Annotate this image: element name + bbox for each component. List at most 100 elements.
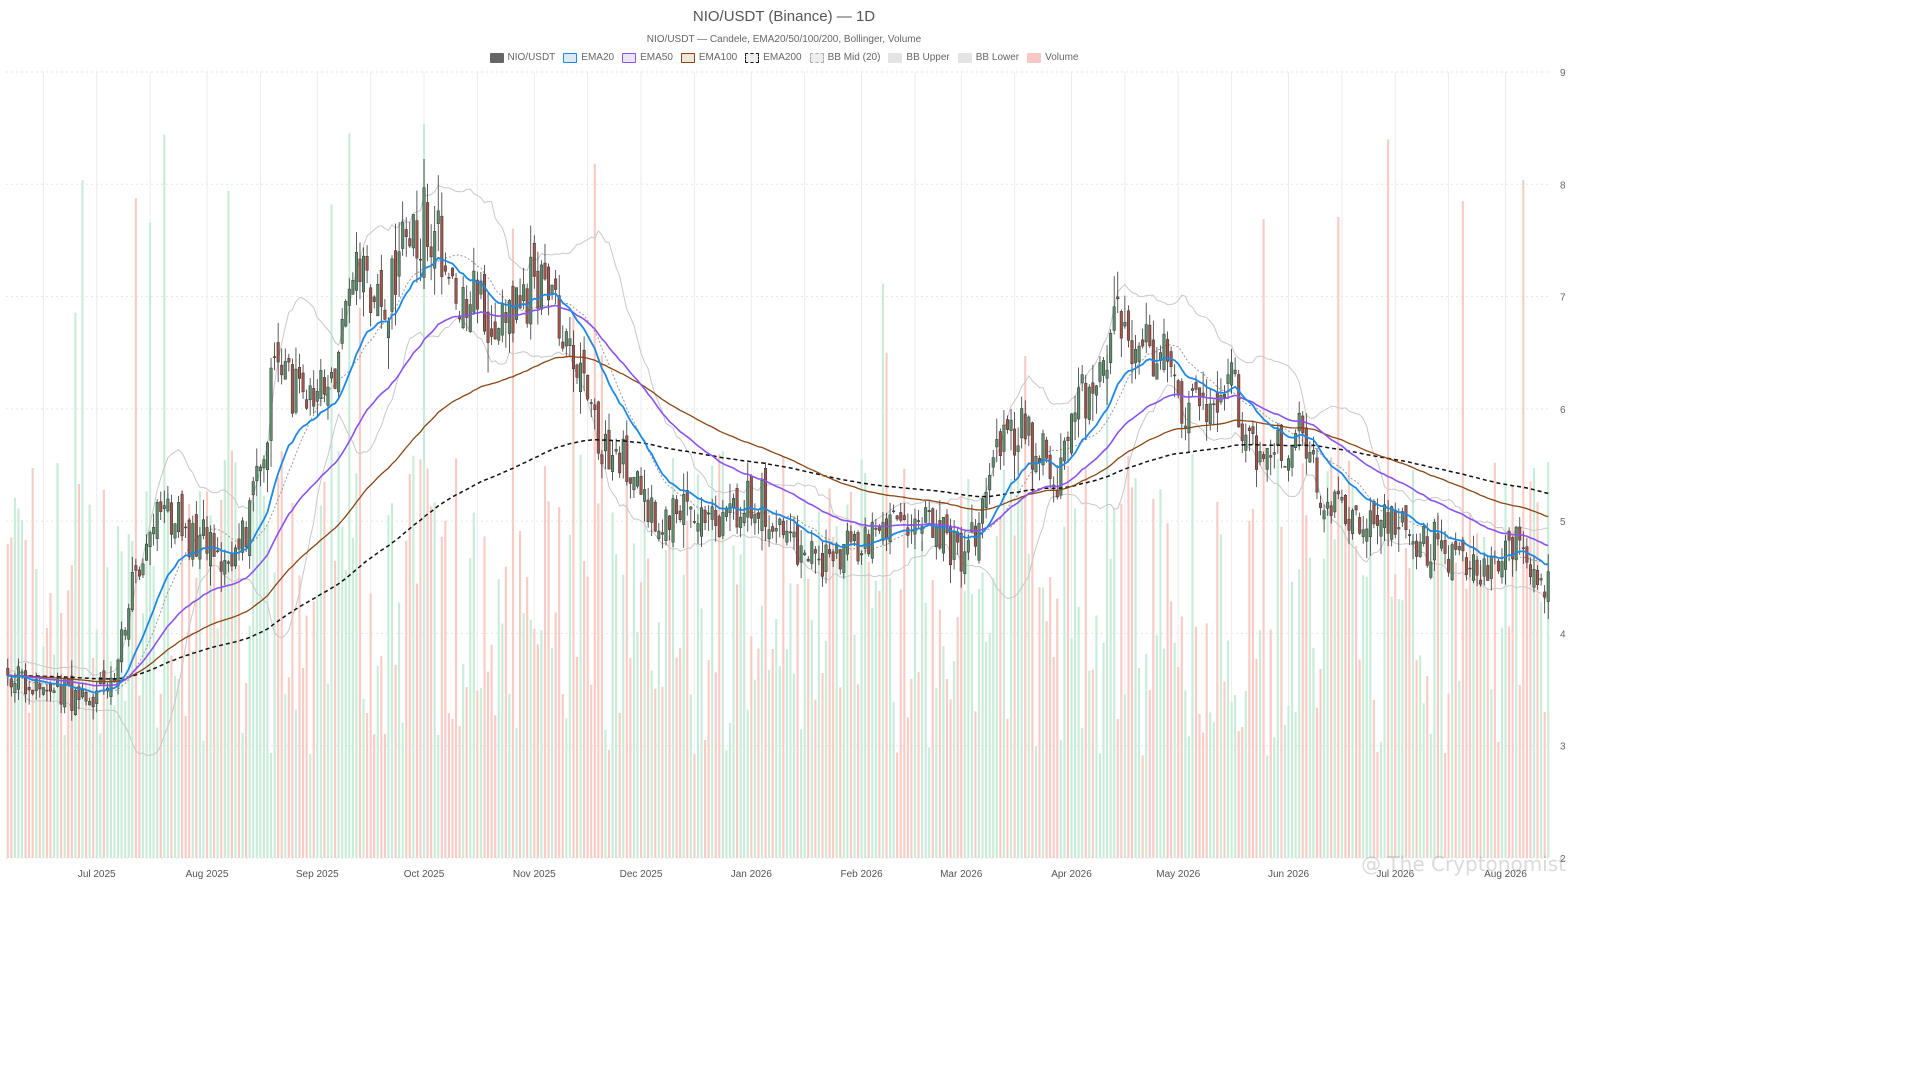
candle-body: [201, 519, 205, 536]
candle-body: [1180, 381, 1184, 424]
volume-bar: [1013, 535, 1016, 858]
legend-item-bb-upper[interactable]: BB Upper: [888, 52, 950, 63]
candle-body: [1173, 374, 1177, 377]
legend-item-nio-usdt[interactable]: NIO/USDT: [489, 52, 556, 63]
candle-body: [639, 475, 643, 495]
candle-body: [390, 258, 394, 312]
volume-bar: [871, 607, 874, 858]
candle-body: [1105, 369, 1109, 379]
candle-body: [155, 502, 159, 539]
candle-body: [1134, 349, 1138, 364]
volume-bar: [693, 753, 696, 858]
volume-bar: [1052, 656, 1055, 858]
volume-bar: [921, 540, 924, 858]
legend-label: NIO/USDT: [507, 52, 556, 63]
legend-item-ema200[interactable]: EMA200: [745, 52, 802, 63]
volume-bar: [177, 679, 180, 858]
volume-bar: [1383, 522, 1386, 858]
volume-bar: [1209, 712, 1212, 858]
volume-bar: [1066, 465, 1070, 858]
candle-body: [1208, 403, 1212, 424]
x-tick-label: May 2026: [1156, 869, 1200, 880]
volume-bar: [1162, 648, 1166, 858]
candle-body: [1379, 519, 1383, 537]
volume-bar: [156, 727, 159, 858]
volume-bar: [1440, 528, 1443, 858]
volume-bar: [301, 667, 305, 858]
candle-body: [287, 358, 291, 363]
volume-bar: [334, 560, 337, 858]
candle-body: [319, 370, 323, 399]
candle-body: [475, 279, 479, 310]
volume-bar: [1355, 545, 1358, 858]
legend-item-bb-lower[interactable]: BB Lower: [957, 52, 1019, 63]
volume-bar: [668, 535, 671, 858]
candle-body: [653, 501, 657, 532]
legend-item-bb-mid-20[interactable]: BB Mid (20): [809, 52, 880, 63]
candle-body: [998, 431, 1002, 456]
volume-bar: [1394, 574, 1397, 858]
candle-body: [1311, 450, 1315, 455]
legend-label: EMA50: [640, 52, 673, 63]
candle-body: [767, 529, 771, 540]
candle-body: [290, 364, 294, 414]
candle-body: [1077, 387, 1081, 420]
volume-bar: [479, 687, 483, 858]
volume-bar: [1091, 669, 1094, 858]
candle-body: [408, 238, 412, 247]
volume-bar: [1500, 627, 1504, 858]
volume-bar: [1365, 576, 1368, 858]
candle-body: [675, 499, 679, 515]
candle-body: [874, 527, 878, 530]
candle-body: [483, 273, 486, 332]
candle-body: [856, 532, 860, 562]
legend-item-volume[interactable]: Volume: [1027, 52, 1078, 63]
volume-bar: [867, 561, 870, 858]
volume-bar: [707, 660, 710, 858]
y-tick-label: 4: [1560, 629, 1566, 640]
legend-item-ema100[interactable]: EMA100: [680, 52, 737, 63]
candle-body: [1016, 445, 1020, 452]
candle-body: [500, 303, 504, 336]
candle-body: [173, 523, 177, 539]
volume-bar: [1540, 602, 1543, 858]
volume-bar: [1234, 695, 1237, 858]
bb-lower-line: [7, 317, 1549, 756]
volume-bar: [1326, 471, 1329, 858]
volume-bar: [312, 601, 315, 858]
candle-body: [198, 535, 202, 560]
candle-body: [1361, 529, 1365, 537]
candle-body: [927, 510, 931, 512]
candle-body: [20, 671, 24, 674]
bb-upper-line: [7, 184, 1549, 676]
volume-bar: [842, 563, 845, 858]
candle-body: [717, 516, 721, 538]
price-chart[interactable]: 2 3 4 5 6 7 8 9 Jul 2025 Aug 2025 Sep 2025 Oct 2025…: [0, 0, 1568, 882]
volume-bar: [1518, 684, 1521, 858]
candle-body: [440, 215, 444, 277]
candle-body: [988, 475, 992, 491]
volume-bar: [860, 459, 863, 858]
legend-item-ema50[interactable]: EMA50: [622, 52, 673, 63]
legend-item-ema20[interactable]: EMA20: [563, 52, 614, 63]
candle-body: [326, 386, 330, 406]
candle-body: [1340, 496, 1344, 501]
candle-body: [490, 328, 494, 337]
volume-bar: [1433, 517, 1436, 858]
candle-body: [98, 677, 102, 685]
candle-body: [938, 520, 942, 549]
candle-body: [1450, 544, 1454, 581]
volume-bar: [1479, 564, 1482, 858]
volume-bar: [561, 693, 564, 858]
candle-body: [454, 278, 458, 304]
volume-bar: [184, 715, 187, 858]
candle-body: [1489, 556, 1493, 579]
volume-bar: [515, 727, 518, 858]
candle-body: [418, 258, 422, 261]
candle-body: [376, 283, 380, 317]
volume-bar: [625, 470, 628, 858]
candle-body: [799, 545, 803, 563]
candle-body: [831, 551, 835, 562]
volume-bar: [913, 522, 917, 858]
volume-bar: [639, 582, 643, 858]
